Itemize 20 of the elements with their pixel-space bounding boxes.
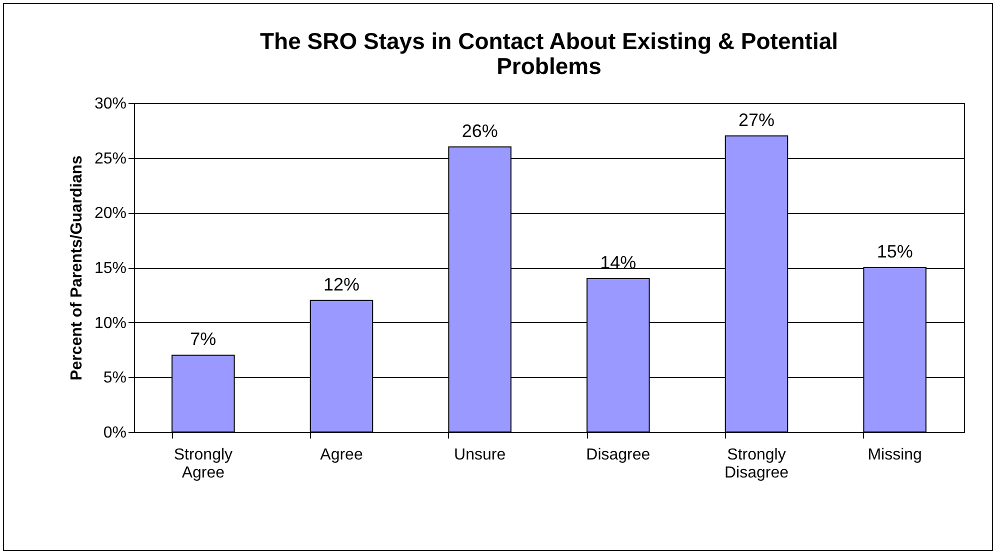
- x-tick-label: Missing: [868, 446, 922, 464]
- chart-title: The SRO Stays in Contact About Existing & Potential Problems: [260, 28, 838, 79]
- data-label: 27%: [738, 110, 775, 130]
- y-tick-label: 25%: [94, 150, 126, 168]
- data-label: 12%: [323, 274, 360, 294]
- x-tick-label: Agree: [320, 446, 363, 464]
- x-tick-label: Disagree: [586, 446, 650, 464]
- y-tick-label: 0%: [103, 424, 126, 442]
- y-tick-label: 15%: [94, 260, 126, 277]
- x-tick-label: Strongly Disagree: [724, 446, 789, 482]
- y-tick-label: 5%: [103, 370, 126, 387]
- y-tick-label: 30%: [94, 96, 126, 112]
- y-axis-title: Percent of Parents/Guardians: [68, 155, 86, 380]
- data-label: 7%: [190, 329, 216, 350]
- data-label: 26%: [462, 120, 498, 141]
- y-tick-label: 10%: [94, 314, 126, 332]
- x-tick-label: Unsure: [454, 446, 506, 464]
- data-label: 15%: [876, 242, 913, 262]
- x-tick-label: Strongly Agree: [174, 446, 233, 482]
- y-tick-label: 20%: [94, 205, 126, 222]
